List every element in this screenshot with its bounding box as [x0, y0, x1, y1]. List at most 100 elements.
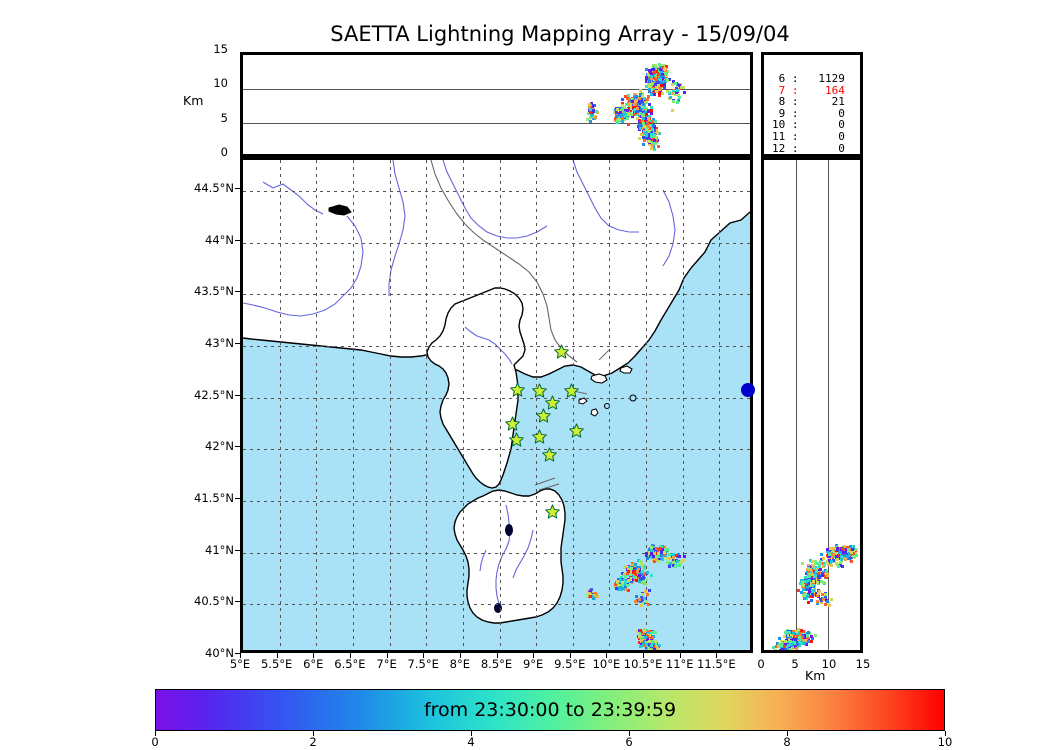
lightning-source-point	[801, 561, 805, 565]
figure-title: SAETTA Lightning Mapping Array - 15/09/0…	[330, 22, 790, 46]
lightning-source-point	[792, 641, 796, 645]
lightning-source-point	[593, 104, 597, 108]
lightning-source-point	[846, 548, 850, 552]
lightning-source-point	[660, 75, 664, 79]
lightning-source-point	[806, 569, 810, 573]
lightning-source-point	[819, 562, 823, 566]
lightning-source-point	[635, 117, 639, 121]
lightning-source-point	[642, 580, 646, 584]
latitude-tickmark	[235, 291, 240, 293]
longitude-tick-label: 10.5°E	[623, 657, 663, 671]
lightning-source-point	[615, 111, 619, 115]
lightning-source-point	[790, 649, 794, 650]
right-panel-tick-label: 10	[821, 657, 837, 671]
lightning-source-point	[788, 639, 792, 643]
lightning-source-point	[586, 593, 590, 597]
lightning-source-point	[819, 580, 823, 584]
lightning-source-point	[648, 143, 652, 147]
lightning-source-point	[819, 598, 823, 602]
map-gridline-vertical	[352, 160, 354, 650]
lightning-source-point	[586, 111, 590, 115]
lightning-source-point	[651, 91, 655, 95]
lightning-source-point	[630, 100, 634, 104]
lightning-source-point	[851, 552, 855, 556]
lightning-source-point	[782, 644, 786, 648]
latitude-tickmark	[235, 549, 240, 551]
lightning-source-point	[588, 102, 592, 106]
lightning-source-point	[644, 590, 648, 594]
latitude-tickmark	[235, 343, 240, 344]
lightning-source-point	[659, 86, 663, 90]
lightning-source-point	[642, 567, 646, 571]
lightning-source-point	[624, 582, 628, 586]
lightning-source-point	[629, 109, 633, 113]
lightning-source-point	[810, 559, 814, 563]
lightning-source-point	[649, 132, 653, 136]
lightning-source-point	[618, 582, 622, 586]
lightning-source-point	[628, 104, 632, 108]
lightning-source-point	[817, 594, 821, 598]
lightning-source-point	[634, 578, 638, 582]
lightning-source-point	[621, 112, 625, 116]
lightning-source-point	[631, 563, 635, 567]
longitude-tick-label: 7°E	[376, 657, 397, 671]
lightning-source-point	[636, 102, 640, 106]
lightning-source-point	[634, 111, 638, 115]
lightning-source-point	[782, 634, 786, 638]
lightning-source-point	[653, 64, 657, 68]
colorbar-tick-label: 0	[151, 735, 159, 749]
lightning-source-point	[640, 591, 644, 595]
lightning-source-point	[642, 640, 646, 644]
lightning-source-point	[637, 97, 641, 101]
lightning-source-point	[629, 112, 632, 116]
lightning-source-point	[591, 104, 595, 108]
lightning-source-point	[646, 571, 650, 575]
lightning-source-point	[618, 114, 622, 118]
lightning-source-point	[794, 637, 798, 641]
lightning-source-point	[783, 630, 787, 634]
lightning-source-point	[779, 649, 783, 650]
lightning-source-point	[657, 73, 661, 77]
lightning-source-point	[796, 632, 800, 636]
lightning-source-point	[662, 75, 666, 79]
lightning-source-point	[588, 108, 592, 112]
lightning-source-point	[622, 111, 626, 115]
lightning-source-point	[806, 575, 810, 579]
lightning-source-point	[773, 648, 777, 650]
latitude-tick-label: 42°N	[205, 439, 234, 454]
colorbar-tickmark	[945, 731, 946, 736]
lightning-source-point	[836, 564, 840, 568]
lightning-source-point	[794, 646, 798, 650]
lightning-source-point	[633, 571, 637, 575]
lightning-source-point	[591, 596, 595, 600]
lightning-source-point	[647, 602, 651, 606]
lightning-source-point	[647, 81, 651, 85]
lightning-source-point	[824, 602, 828, 606]
lightning-source-point	[631, 106, 635, 110]
alt-tick-0: 0	[220, 145, 228, 159]
lightning-source-point	[671, 80, 675, 84]
lightning-source-point	[655, 646, 659, 650]
lightning-source-point	[592, 108, 596, 112]
lightning-source-point	[843, 550, 847, 554]
lightning-source-point	[670, 108, 674, 112]
map-gridline-vertical	[462, 160, 464, 650]
lightning-source-point	[805, 572, 809, 576]
lightning-source-point	[795, 635, 799, 639]
lightning-source-point	[682, 554, 686, 558]
longitude-tick-label: 11.5°E	[697, 657, 736, 671]
lightning-source-point	[647, 140, 651, 144]
lightning-source-point	[790, 649, 794, 650]
lightning-source-point	[812, 589, 816, 593]
lightning-source-point	[788, 631, 792, 635]
lightning-source-point	[849, 559, 853, 563]
lightning-source-point	[662, 82, 666, 86]
lightning-source-point	[654, 87, 658, 91]
lightning-source-point	[633, 97, 637, 101]
lightning-source-point	[623, 109, 627, 113]
lightning-source-point	[813, 574, 817, 578]
lightning-source-point	[671, 563, 675, 567]
lightning-source-point	[644, 67, 648, 71]
lightning-source-point	[650, 109, 654, 113]
map-gridline-vertical	[426, 160, 428, 650]
